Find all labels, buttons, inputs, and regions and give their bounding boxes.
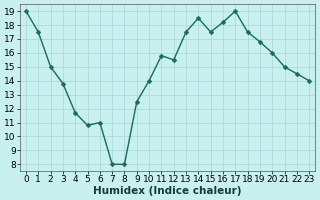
X-axis label: Humidex (Indice chaleur): Humidex (Indice chaleur)	[93, 186, 242, 196]
